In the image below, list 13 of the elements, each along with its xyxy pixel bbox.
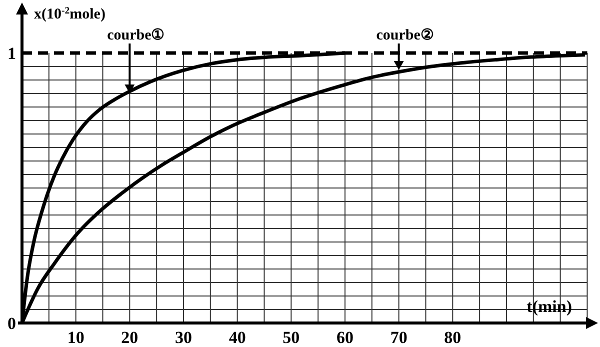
x-tick-label: 80: [444, 328, 462, 347]
x-tick-label: 20: [121, 328, 138, 347]
x-tick-label: 70: [390, 328, 408, 347]
x-tick-label: 40: [228, 328, 246, 347]
y-tick-label: 1: [8, 44, 16, 63]
x-tick-label: 50: [282, 328, 300, 347]
x-tick-label: 10: [67, 328, 84, 347]
annotation: courbe②: [376, 28, 434, 44]
x-tick-label: 30: [174, 328, 192, 347]
y-axis-title: x(10$^{-2}$mole): [34, 5, 106, 22]
annotation: courbe①: [107, 28, 164, 44]
x-tick-label: 60: [336, 328, 354, 347]
y-tick-label: 0: [8, 314, 16, 333]
